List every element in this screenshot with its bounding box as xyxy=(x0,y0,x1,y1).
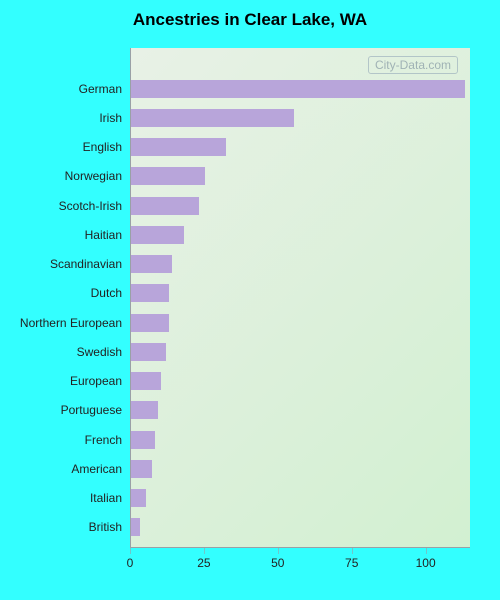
watermark: City-Data.com xyxy=(368,56,458,74)
y-axis-label: Swedish xyxy=(0,345,122,359)
y-axis-label: Irish xyxy=(0,111,122,125)
watermark-data: Data.com xyxy=(400,58,451,72)
y-axis-label: Italian xyxy=(0,491,122,505)
bar xyxy=(131,372,161,390)
y-axis-label: British xyxy=(0,520,122,534)
y-axis-label: German xyxy=(0,82,122,96)
y-axis-label: Scandinavian xyxy=(0,257,122,271)
y-axis-label: American xyxy=(0,462,122,476)
bar xyxy=(131,401,158,419)
plot-area: City-Data.com xyxy=(130,48,470,548)
y-axis-label: Northern European xyxy=(0,316,122,330)
x-tick xyxy=(278,548,279,554)
x-axis-label: 25 xyxy=(197,556,210,570)
x-axis-label: 100 xyxy=(416,556,436,570)
bar xyxy=(131,109,294,127)
bar xyxy=(131,226,184,244)
bar xyxy=(131,314,169,332)
bar xyxy=(131,431,155,449)
bar xyxy=(131,138,226,156)
page-background: Ancestries in Clear Lake, WA City-Data.c… xyxy=(0,0,500,600)
bar xyxy=(131,284,169,302)
x-tick xyxy=(204,548,205,554)
y-axis-label: English xyxy=(0,140,122,154)
bar xyxy=(131,197,199,215)
y-axis-label: Haitian xyxy=(0,228,122,242)
x-tick xyxy=(426,548,427,554)
bar xyxy=(131,460,152,478)
y-axis-label: Norwegian xyxy=(0,169,122,183)
bar xyxy=(131,343,166,361)
x-axis-label: 50 xyxy=(271,556,284,570)
y-axis-label: Portuguese xyxy=(0,403,122,417)
x-tick xyxy=(130,548,131,554)
y-axis-label: French xyxy=(0,433,122,447)
bar xyxy=(131,489,146,507)
chart-title: Ancestries in Clear Lake, WA xyxy=(0,10,500,30)
bar xyxy=(131,80,465,98)
bar xyxy=(131,167,205,185)
bar xyxy=(131,518,140,536)
bar xyxy=(131,255,172,273)
x-axis-label: 75 xyxy=(345,556,358,570)
x-axis-label: 0 xyxy=(127,556,134,570)
x-tick xyxy=(352,548,353,554)
y-axis-label: European xyxy=(0,374,122,388)
y-axis-label: Dutch xyxy=(0,286,122,300)
watermark-city: City- xyxy=(375,58,400,72)
y-axis-label: Scotch-Irish xyxy=(0,199,122,213)
